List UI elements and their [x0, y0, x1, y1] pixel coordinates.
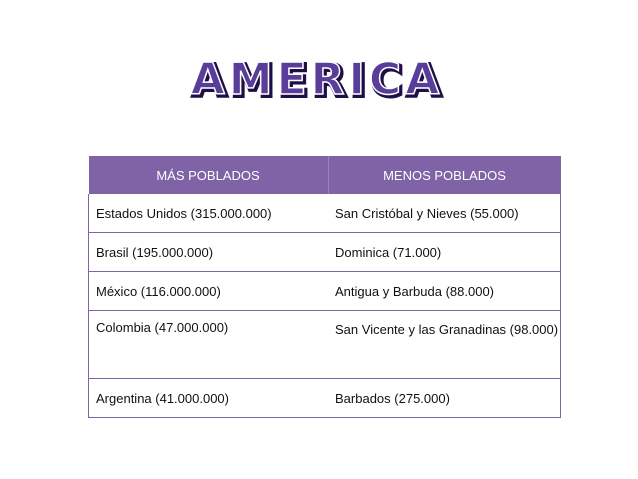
header-most-populated: MÁS POBLADOS — [88, 156, 329, 194]
america-wordart: AMERICA AMERICA — [190, 53, 446, 109]
header-least-populated: MENOS POBLADOS — [328, 156, 561, 194]
page-title: AMERICA AMERICA — [0, 50, 638, 110]
table-cell: Barbados (275.000) — [328, 378, 562, 418]
table-cell: Argentina (41.000.000) — [88, 378, 329, 418]
table-cell: Dominica (71.000) — [328, 232, 562, 272]
table-cell: Estados Unidos (315.000.000) — [88, 194, 329, 233]
table-header-row: MÁS POBLADOS MENOS POBLADOS — [88, 156, 561, 194]
table-row: Brasil (195.000.000) Dominica (71.000) — [88, 232, 562, 272]
title-text: AMERICA — [191, 54, 444, 105]
table-row: México (116.000.000) Antigua y Barbuda (… — [88, 271, 562, 311]
table-row: Estados Unidos (315.000.000) San Cristób… — [88, 194, 562, 233]
table-cell: México (116.000.000) — [88, 271, 329, 311]
table-row: Argentina (41.000.000) Barbados (275.000… — [88, 378, 562, 418]
table-cell: Brasil (195.000.000) — [88, 232, 329, 272]
table-row: Colombia (47.000.000) San Vicente y las … — [88, 310, 562, 379]
table-cell: San Vicente y las Granadinas (98.000) — [328, 310, 562, 379]
table-cell: Colombia (47.000.000) — [88, 310, 329, 379]
title-shadow: AMERICA — [193, 56, 446, 107]
population-table: MÁS POBLADOS MENOS POBLADOS Estados Unid… — [88, 156, 562, 418]
table-cell: San Cristóbal y Nieves (55.000) — [328, 194, 562, 233]
table-cell: Antigua y Barbuda (88.000) — [328, 271, 562, 311]
